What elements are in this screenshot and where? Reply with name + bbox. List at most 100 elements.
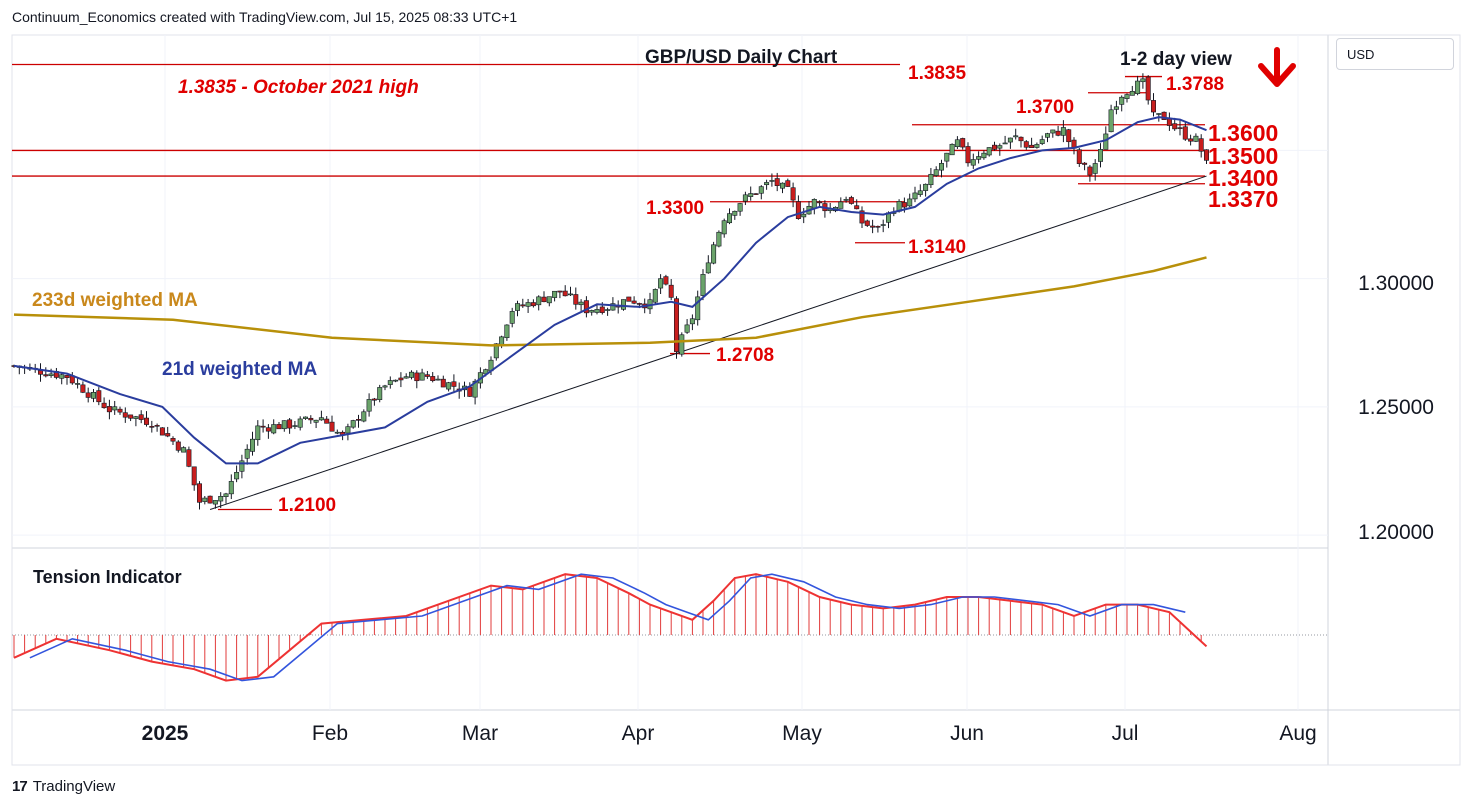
candle-body	[954, 139, 960, 148]
candle-body	[716, 231, 722, 247]
candle-body	[1103, 133, 1109, 150]
candle-body	[1140, 78, 1146, 83]
candle-body	[1045, 133, 1051, 138]
tradingview-brand: TradingView	[32, 778, 116, 795]
candle-body	[949, 143, 955, 156]
candle-body	[726, 213, 732, 224]
candle-body	[260, 425, 266, 428]
x-tick-label: May	[782, 722, 822, 745]
candle-body	[1029, 144, 1035, 149]
candle-body	[446, 382, 452, 390]
candle-body	[748, 193, 754, 197]
candle-body	[711, 244, 717, 264]
trendline	[209, 175, 1207, 510]
badge-ma233-label: 1.30826	[1351, 252, 1428, 275]
candle-body	[297, 418, 303, 428]
candle-body	[234, 472, 240, 480]
candle-body	[1124, 94, 1130, 99]
badge-ma233: 1.30826	[1336, 248, 1443, 280]
candle-body	[1182, 126, 1188, 140]
candle-body	[472, 380, 478, 398]
candle-body	[334, 431, 340, 434]
candle-body	[1129, 91, 1135, 96]
candle-body	[91, 392, 97, 399]
candle-body	[525, 302, 531, 307]
candle-body	[1172, 123, 1178, 130]
candle-body	[281, 420, 287, 430]
x-tick-label: Jun	[950, 722, 984, 745]
candle-body	[128, 414, 134, 419]
candle-body	[212, 500, 218, 505]
candle-body	[382, 385, 388, 388]
candle-body	[594, 309, 600, 313]
candle-body	[875, 225, 881, 228]
candle-body	[991, 144, 997, 150]
candle-body	[838, 201, 844, 209]
y-tick-label: 1.25000	[1358, 396, 1434, 419]
candle-body	[859, 210, 865, 224]
candle-body	[1177, 127, 1183, 129]
candle-body	[546, 296, 552, 304]
candle-body	[302, 416, 308, 419]
currency-selector[interactable]: USD	[1336, 38, 1454, 70]
x-tick-label: Aug	[1279, 722, 1317, 745]
candle-body	[144, 417, 150, 425]
candle-body	[742, 194, 748, 202]
candle-body	[695, 296, 701, 321]
y-tick-label: 1.20000	[1358, 521, 1434, 544]
candle-body	[599, 306, 605, 313]
candle-body	[117, 408, 123, 413]
candle-body	[355, 419, 361, 421]
candle-body	[85, 392, 91, 398]
indicator-line-red	[13, 573, 1208, 682]
candle-body	[207, 495, 213, 504]
candle-body	[1193, 135, 1199, 142]
chart-subtitle: 1-2 day view	[1120, 49, 1232, 70]
candle-body	[59, 374, 65, 379]
candle-body	[191, 466, 197, 486]
candle-body	[106, 406, 112, 413]
candle-body	[976, 156, 982, 160]
candle-body	[514, 303, 520, 311]
candle-body	[504, 324, 510, 339]
candle-body	[960, 138, 966, 148]
candle-body	[790, 187, 796, 201]
candle-body	[758, 186, 764, 194]
candle-body	[795, 201, 801, 219]
candle-body	[981, 152, 987, 159]
candle-body	[658, 278, 664, 289]
candle-body	[843, 199, 849, 201]
candle-body	[578, 301, 584, 306]
level-2708-label: 1.2708	[716, 345, 775, 366]
candle-body	[1082, 162, 1088, 165]
candle-body	[689, 318, 695, 325]
candle-body	[393, 379, 399, 382]
level-3140-label: 1.3140	[908, 237, 967, 258]
candle-body	[387, 380, 393, 385]
candle-body	[324, 418, 330, 424]
tension-indicator-label: Tension Indicator	[33, 567, 182, 587]
candle-body	[1066, 129, 1072, 143]
chart-frame	[11, 34, 1461, 766]
down-arrow-icon	[1258, 47, 1296, 87]
chart-header: Continuum_Economics created with Trading…	[12, 9, 518, 25]
candle-body	[467, 386, 473, 397]
candle-body	[679, 334, 685, 355]
candle-body	[986, 147, 992, 156]
candle-body	[785, 180, 791, 187]
candle-body	[170, 438, 176, 442]
candle-body	[817, 201, 823, 204]
candle-body	[652, 289, 658, 303]
badge-ma21-label: 1.35787	[1351, 123, 1428, 146]
candle-body	[250, 438, 256, 452]
ma233-line	[13, 256, 1207, 347]
candle-body	[1007, 137, 1013, 143]
candle-body	[424, 374, 430, 377]
candle-body	[573, 294, 579, 305]
x-tick-label: Mar	[461, 722, 499, 745]
candle-body	[663, 276, 669, 285]
candle-body	[636, 303, 642, 305]
level-2100-label: 1.2100	[278, 495, 337, 516]
tradingview-footer[interactable]: 17 TradingView	[12, 778, 115, 795]
candle-body	[673, 298, 679, 352]
